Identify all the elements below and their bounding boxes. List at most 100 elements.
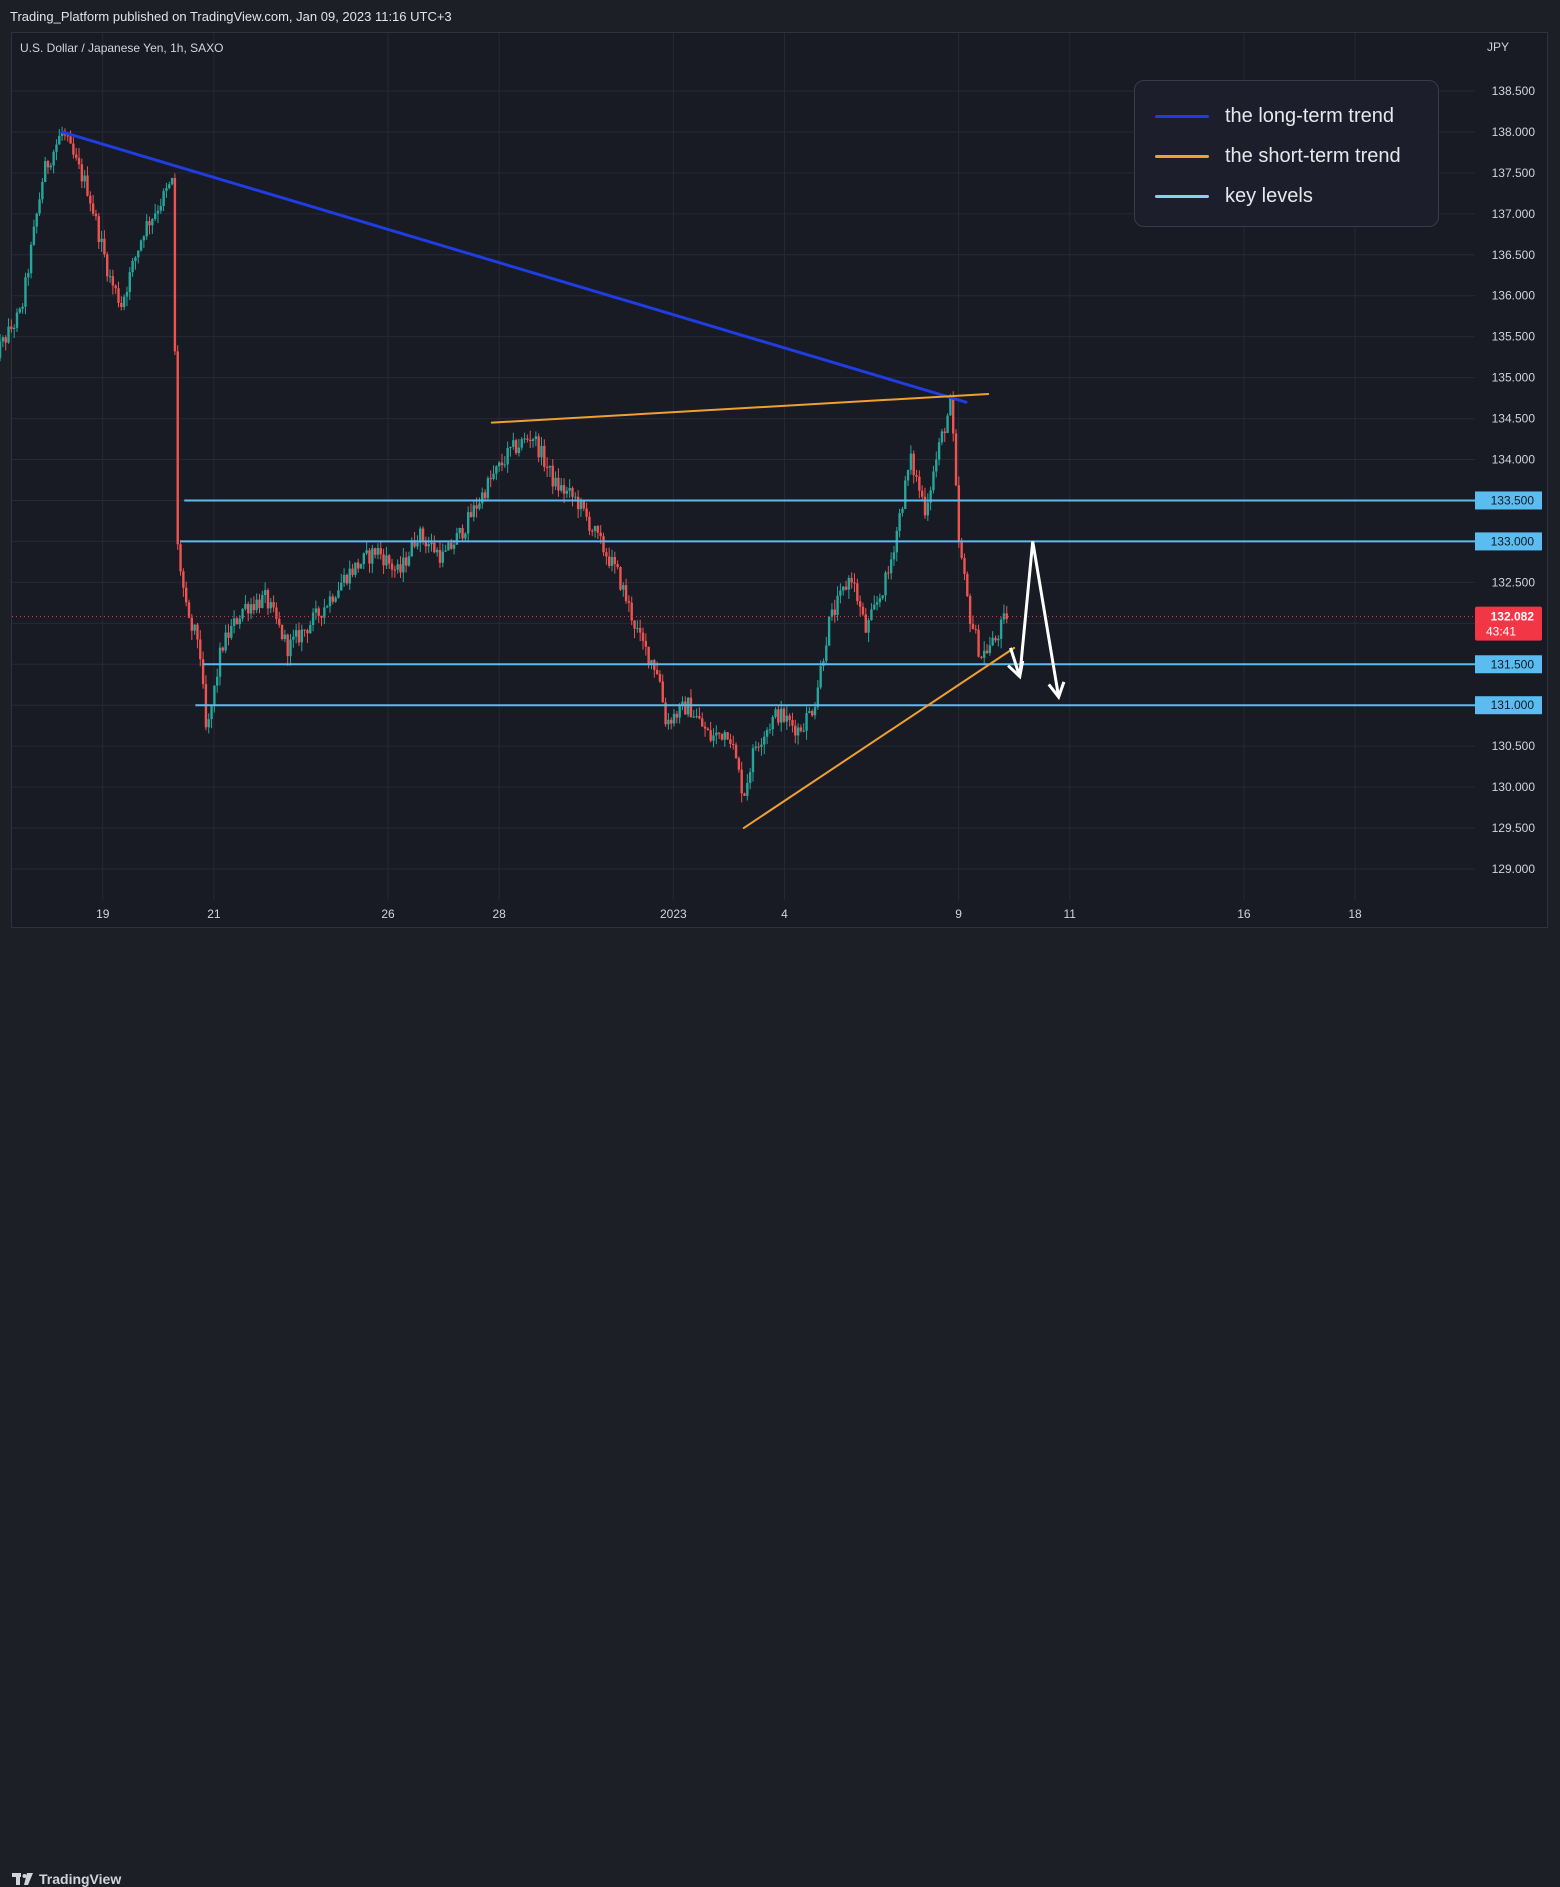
- candle-body: [170, 178, 174, 185]
- candle-body: [35, 213, 38, 227]
- price-chart[interactable]: 138.500 138.000 137.500 137.000 136.500 136.0…: [0, 0, 1560, 970]
- candle-body: [909, 453, 913, 470]
- candle-body: [472, 505, 476, 518]
- candle-body: [190, 617, 194, 631]
- candle-body: [444, 550, 447, 552]
- candle-body: [306, 630, 309, 634]
- y-tick-label: 137.000: [1492, 207, 1536, 221]
- candle-body: [300, 629, 303, 643]
- candle-body: [117, 288, 120, 303]
- candle-body: [43, 161, 47, 182]
- candle-body: [884, 572, 887, 596]
- candle-body: [354, 562, 357, 575]
- candle-body: [904, 480, 907, 509]
- candle-body: [999, 619, 1003, 639]
- candle-body: [523, 438, 526, 440]
- tradingview-logo[interactable]: TradingView: [12, 1871, 121, 1887]
- candle-body: [658, 674, 662, 682]
- candle-body: [199, 639, 202, 660]
- y-tick-label: 134.500: [1492, 412, 1536, 426]
- forecast-arrowhead-small: [1007, 660, 1025, 680]
- publish-header: Trading_Platform published on TradingVie…: [0, 0, 1560, 32]
- candle-body: [261, 595, 264, 608]
- candle-body: [151, 218, 154, 226]
- candle-body: [294, 630, 298, 637]
- candle-body: [455, 533, 459, 545]
- legend-label-long-term: the long-term trend: [1225, 105, 1394, 127]
- x-axis: 19 21 26 28 2023 4 9 11 16 18: [96, 907, 1362, 921]
- candle-body: [537, 436, 540, 458]
- candle-body: [176, 351, 179, 545]
- candle-body: [768, 729, 772, 731]
- candle-body: [407, 556, 411, 566]
- candle-body: [579, 500, 583, 510]
- trendline: [60, 130, 968, 404]
- candle-body: [878, 597, 882, 603]
- candle-body: [421, 528, 425, 541]
- candle-body: [791, 720, 794, 726]
- candle-body: [881, 595, 884, 598]
- candle-body: [182, 571, 185, 588]
- candle-body: [241, 608, 244, 619]
- candle-body: [419, 528, 422, 543]
- candle-body: [757, 746, 760, 748]
- candle-body: [159, 205, 162, 211]
- candle-body: [269, 602, 272, 609]
- trendlines: [60, 130, 1016, 830]
- candle-body: [7, 326, 10, 343]
- candle-body: [97, 216, 100, 242]
- candle-body: [737, 758, 741, 770]
- candle-body: [968, 595, 972, 624]
- y-tick-label: 130.500: [1492, 739, 1536, 753]
- candle-body: [427, 544, 430, 547]
- candle-body: [461, 527, 464, 539]
- candle-body: [38, 199, 41, 214]
- candle-body: [103, 238, 106, 255]
- candle-body: [238, 618, 241, 625]
- y-tick-label: 129.500: [1492, 821, 1536, 835]
- x-tick-label: 19: [96, 907, 110, 921]
- candle-body: [740, 769, 743, 794]
- candle-body: [122, 296, 126, 308]
- candle-body: [619, 567, 622, 590]
- x-tick-label: 11: [1064, 907, 1077, 921]
- candle-body: [596, 526, 600, 533]
- candle-body: [49, 165, 53, 168]
- trendline: [742, 646, 1016, 830]
- candle-body: [509, 446, 512, 448]
- legend-label-short-term: the short-term trend: [1225, 145, 1401, 167]
- candle-body: [867, 620, 870, 633]
- candle-body: [286, 634, 289, 657]
- candle-body: [963, 557, 966, 574]
- y-tick-label: 129.000: [1492, 862, 1536, 876]
- candle-body: [348, 568, 351, 584]
- candle-body: [497, 462, 501, 467]
- tradingview-icon: [12, 1873, 33, 1885]
- symbol-label: U.S. Dollar / Japanese Yen, 1h, SAXO: [20, 41, 224, 55]
- x-tick-label: 4: [781, 907, 788, 921]
- candle-body: [850, 578, 853, 583]
- candle-body: [796, 727, 800, 736]
- chart-legend: the long-term trend the short-term trend…: [1134, 80, 1439, 227]
- candle-body: [864, 614, 867, 633]
- candle-body: [591, 530, 594, 532]
- candle-body: [447, 542, 450, 551]
- candle-body: [667, 719, 670, 725]
- candle-body: [957, 485, 961, 543]
- legend-item-long-term: the long-term trend: [1155, 105, 1394, 128]
- candle-body: [309, 625, 312, 634]
- candle-body: [255, 599, 258, 611]
- candle-body: [506, 447, 509, 465]
- candle-body: [610, 557, 614, 566]
- candle-body: [562, 485, 566, 494]
- candle-body: [771, 717, 774, 730]
- candle-body: [404, 557, 408, 566]
- candle-body: [512, 440, 515, 447]
- candle-body: [568, 487, 571, 491]
- candle-body: [156, 210, 160, 214]
- candle-body: [966, 573, 969, 596]
- candle-body: [275, 607, 278, 619]
- candle-body: [331, 596, 335, 602]
- candle-body: [317, 608, 320, 616]
- candle-body: [1005, 613, 1008, 619]
